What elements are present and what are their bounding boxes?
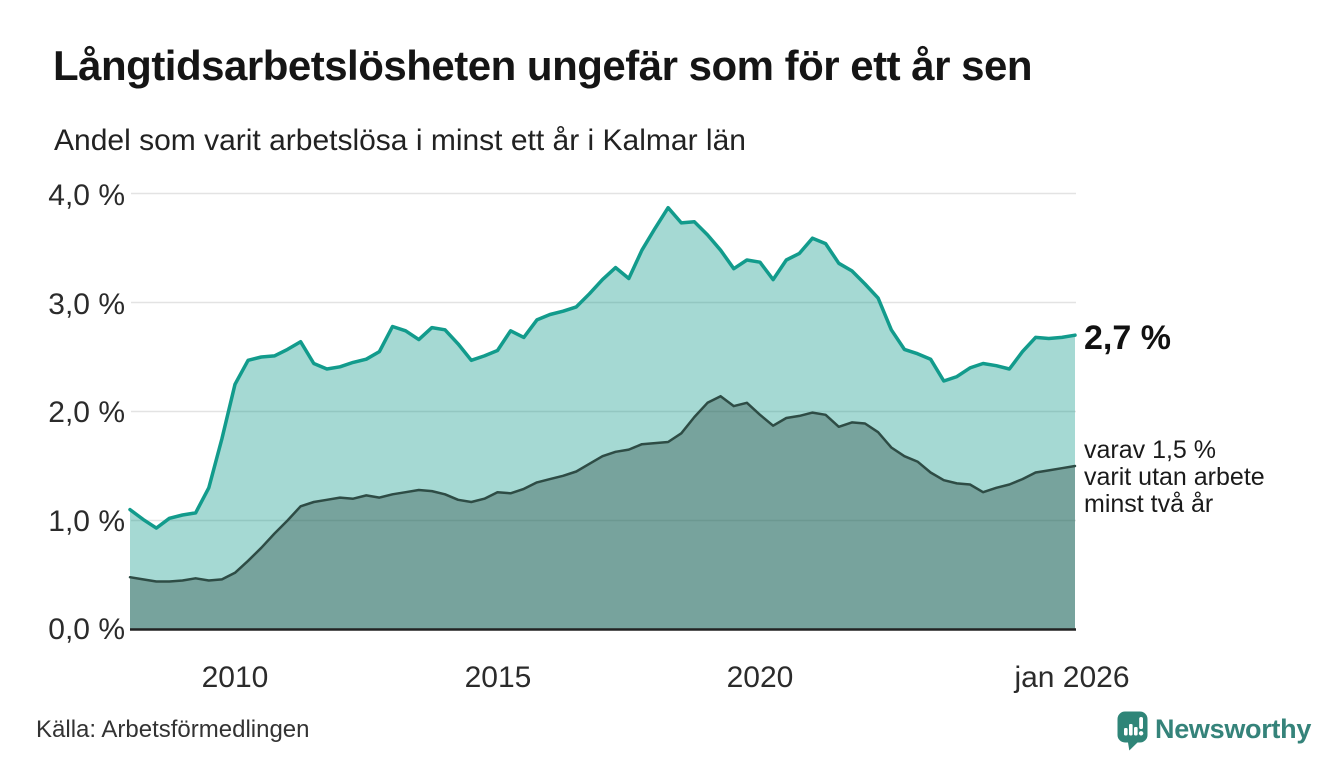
area-fill-series-1 xyxy=(130,396,1075,630)
y-tick-0: 0,0 % xyxy=(48,613,125,646)
brand-name: Newsworthy xyxy=(1155,714,1312,744)
y-tick-2: 2,0 % xyxy=(48,396,125,429)
secondary-series-label-line2: varit utan arbete xyxy=(1084,463,1265,491)
newsworthy-logo-icon xyxy=(1117,711,1148,751)
x-tick-2015: 2015 xyxy=(464,661,532,694)
x-tick-jan-2026: jan 2026 xyxy=(1014,661,1130,694)
y-tick-4: 4,0 % xyxy=(48,179,125,212)
line-series-0 xyxy=(128,205,1077,530)
chart-subtitle: Andel som varit arbetslösa i minst ett å… xyxy=(54,124,746,157)
area-fill-series-0 xyxy=(130,207,1075,630)
y-tick-1: 1,0 % xyxy=(48,505,125,538)
secondary-series-label: varav 1,5 % varit utan arbete minst två … xyxy=(1084,437,1265,518)
x-tick-2010: 2010 xyxy=(201,661,269,694)
end-value-label: 2,7 % xyxy=(1084,319,1171,357)
page-title: Långtidsarbetslösheten ungefär som för e… xyxy=(53,42,1033,89)
line-series-1 xyxy=(128,394,1077,583)
x-tick-2020: 2020 xyxy=(726,661,794,694)
secondary-series-label-line1: varav 1,5 % xyxy=(1084,436,1217,464)
secondary-series-label-line3: minst två år xyxy=(1084,490,1214,518)
y-tick-3: 3,0 % xyxy=(48,288,125,321)
source-credit: Källa: Arbetsförmedlingen xyxy=(36,716,310,743)
